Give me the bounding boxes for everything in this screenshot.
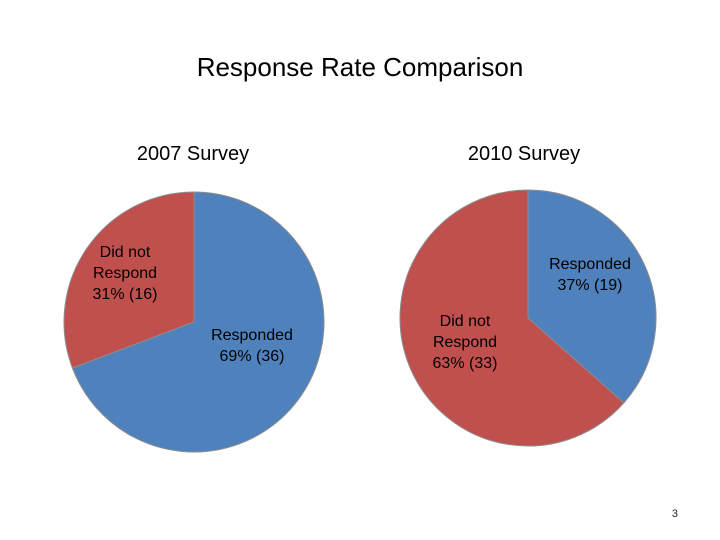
pie-slice-2010-did-not-respond [399, 189, 625, 447]
slice-label-2007-did-not-respond: Did not Respond 31% (16) [92, 244, 158, 303]
slice-label-2007-responded: Responded 69% (36) [211, 327, 293, 365]
slice-label-2010-responded: Responded 37% (19) [549, 256, 631, 294]
chart-title-2007: 2007 Survey [136, 143, 250, 165]
page-number: 3 [671, 508, 678, 520]
pie-slice-2007-responded [71, 191, 325, 453]
slide-title: Response Rate Comparison [196, 52, 524, 82]
pie-slice-2010-responded [527, 189, 657, 404]
pie-slice-2007-did-not-respond [63, 191, 195, 369]
slice-label-2010-did-not-respond: Did not Respond 63% (33) [432, 313, 498, 372]
chart-title-2010: 2010 Survey [467, 143, 581, 165]
